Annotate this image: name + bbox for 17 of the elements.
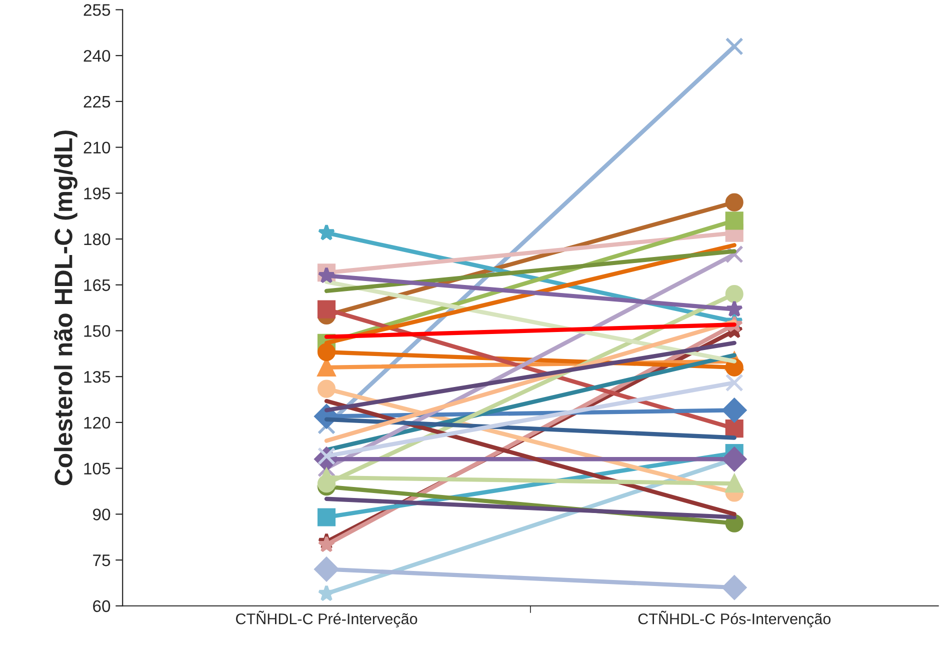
x-tick-label: CTÑHDL-C Pré-Interveção bbox=[236, 610, 418, 628]
y-tick-label: 210 bbox=[84, 142, 110, 154]
y-tick-label: 195 bbox=[84, 188, 110, 200]
y-tick-label: 165 bbox=[84, 279, 110, 292]
y-tick-label: 105 bbox=[84, 462, 110, 475]
y-tick-label: 240 bbox=[84, 50, 110, 62]
y-tick-label: 120 bbox=[84, 416, 110, 429]
y-axis-title: Colesterol não HDL-C (mg/dL) bbox=[54, 130, 78, 486]
y-tick-label: 75 bbox=[93, 554, 110, 566]
x-tick-label: CTÑHDL-C Pós-Intervenção bbox=[638, 610, 831, 628]
y-tick-label: 225 bbox=[84, 96, 110, 108]
y-tick-label: 60 bbox=[93, 600, 110, 612]
y-tick-label: 150 bbox=[84, 325, 110, 337]
y-tick-label: 255 bbox=[84, 4, 110, 16]
y-tick-label: 90 bbox=[93, 508, 110, 520]
y-tick-label: 180 bbox=[84, 233, 110, 246]
y-tick-label: 135 bbox=[84, 370, 110, 383]
